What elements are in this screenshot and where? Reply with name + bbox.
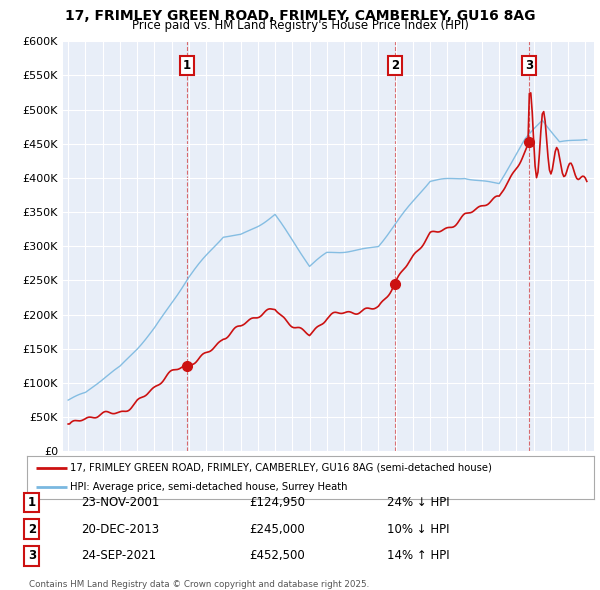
Text: 24-SEP-2021: 24-SEP-2021 — [81, 549, 156, 562]
Text: 2: 2 — [28, 523, 36, 536]
Text: 3: 3 — [525, 59, 533, 72]
Text: 10% ↓ HPI: 10% ↓ HPI — [387, 523, 449, 536]
Text: 23-NOV-2001: 23-NOV-2001 — [81, 496, 160, 509]
Text: Price paid vs. HM Land Registry's House Price Index (HPI): Price paid vs. HM Land Registry's House … — [131, 19, 469, 32]
Text: 14% ↑ HPI: 14% ↑ HPI — [387, 549, 449, 562]
Text: 3: 3 — [28, 549, 36, 562]
Text: 17, FRIMLEY GREEN ROAD, FRIMLEY, CAMBERLEY, GU16 8AG (semi-detached house): 17, FRIMLEY GREEN ROAD, FRIMLEY, CAMBERL… — [70, 463, 491, 473]
Text: 1: 1 — [183, 59, 191, 72]
Text: 24% ↓ HPI: 24% ↓ HPI — [387, 496, 449, 509]
Text: Contains HM Land Registry data © Crown copyright and database right 2025.
This d: Contains HM Land Registry data © Crown c… — [29, 580, 369, 590]
Text: 2: 2 — [391, 59, 399, 72]
Text: £452,500: £452,500 — [249, 549, 305, 562]
Text: £245,000: £245,000 — [249, 523, 305, 536]
Text: HPI: Average price, semi-detached house, Surrey Heath: HPI: Average price, semi-detached house,… — [70, 482, 347, 492]
Text: 20-DEC-2013: 20-DEC-2013 — [81, 523, 159, 536]
Text: 17, FRIMLEY GREEN ROAD, FRIMLEY, CAMBERLEY, GU16 8AG: 17, FRIMLEY GREEN ROAD, FRIMLEY, CAMBERL… — [65, 9, 535, 23]
Text: £124,950: £124,950 — [249, 496, 305, 509]
Text: 1: 1 — [28, 496, 36, 509]
